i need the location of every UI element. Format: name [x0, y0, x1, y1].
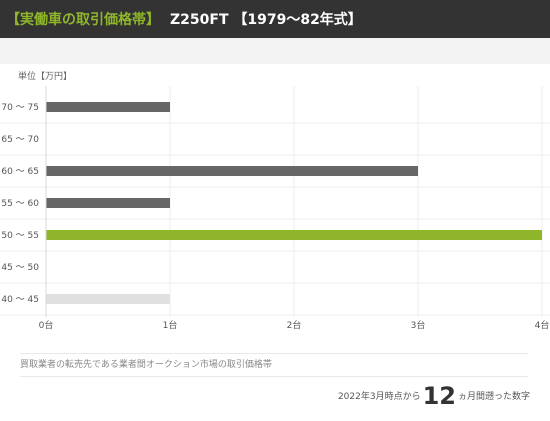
x-tick-label: 1台	[163, 319, 178, 331]
chart-header: 【実働車の取引価格帯】 Z250FT 【1979〜82年式】	[0, 0, 550, 38]
category-label: 40 〜 45	[1, 295, 39, 305]
price-range-chart: 70 〜 75 65 〜 70 60 〜 65 55 〜 60 50 〜 55 45 〜 …	[0, 86, 550, 331]
category-label: 45 〜 50	[1, 263, 39, 273]
x-tick-label: 4台	[535, 319, 550, 331]
footer-text: 2022年3月時点から12 ヵ月間遡った数字	[338, 382, 530, 410]
category-label: 50 〜 55	[1, 231, 39, 241]
header-band	[0, 38, 550, 64]
footer-number: 12	[422, 382, 456, 410]
bar	[46, 230, 542, 240]
x-tick-label: 3台	[411, 319, 426, 331]
category-label: 70 〜 75	[1, 103, 39, 113]
bar	[46, 294, 170, 304]
x-tick-label: 2台	[287, 319, 302, 331]
category-label: 60 〜 65	[1, 167, 39, 177]
footer-prefix: 2022年3月時点から	[337, 392, 421, 402]
category-label: 55 〜 60	[1, 199, 39, 209]
unit-label: 単位【万円】	[18, 72, 73, 82]
x-tick-label: 0台	[39, 319, 54, 331]
bar	[46, 198, 170, 208]
category-label: 65 〜 70	[1, 135, 39, 145]
bar	[46, 166, 418, 176]
header-tag: 【実働車の取引価格帯】	[6, 12, 160, 28]
chart-note: 買取業者の転売先である業者間オークション市場の取引価格帯	[20, 353, 528, 377]
footer-suffix: ヵ月間遡った数字	[457, 392, 530, 402]
header-model: Z250FT 【1979〜82年式】	[170, 12, 362, 28]
bar	[46, 102, 170, 112]
